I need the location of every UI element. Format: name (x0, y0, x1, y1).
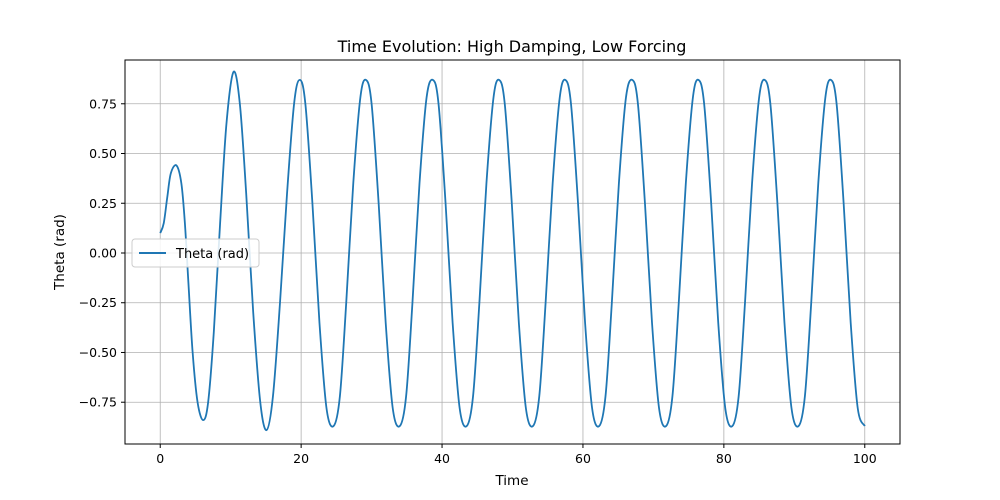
x-tick-label: 40 (434, 451, 450, 466)
y-tick-label: 0.25 (89, 196, 117, 211)
series-line-theta (159, 70, 866, 431)
x-tick-label: 0 (156, 451, 164, 466)
chart-title: Time Evolution: High Damping, Low Forcin… (337, 37, 687, 56)
axes-frame (124, 59, 901, 445)
x-tick-label: 100 (853, 451, 877, 466)
x-axis-label: Time (494, 473, 528, 489)
legend: Theta (rad) (131, 238, 260, 268)
plot-area (159, 70, 866, 431)
y-tick-label: 0.50 (89, 146, 117, 161)
legend-label-theta: Theta (rad) (175, 247, 249, 262)
x-tick-label: 80 (716, 451, 732, 466)
x-tick-label: 20 (293, 451, 309, 466)
y-tick-label: −0.75 (79, 395, 117, 410)
y-axis: −0.75 −0.50 −0.25 0.00 0.25 0.50 0.75 (79, 96, 125, 410)
legend-box (131, 238, 260, 268)
y-tick-label: −0.50 (79, 345, 117, 360)
y-tick-label: 0.75 (89, 96, 117, 111)
y-axis-label: Theta (rad) (52, 214, 68, 291)
x-tick-label: 60 (575, 451, 591, 466)
x-axis: 0 20 40 60 80 100 (156, 444, 877, 466)
y-tick-label: 0.00 (89, 245, 117, 260)
y-tick-label: −0.25 (79, 295, 117, 310)
